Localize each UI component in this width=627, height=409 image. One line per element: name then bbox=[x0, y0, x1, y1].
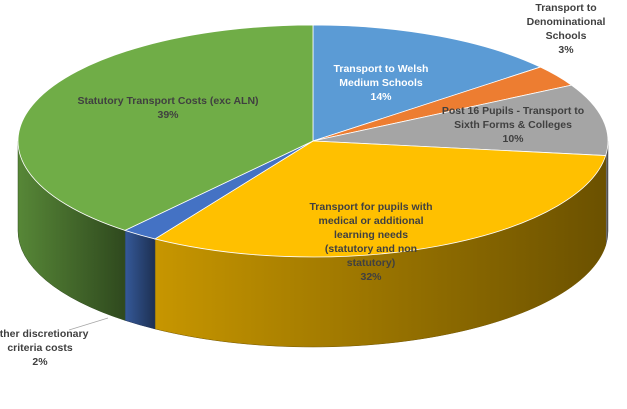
slice-label-1: Transport to Denominational Schools 3% bbox=[527, 2, 606, 56]
leader-line bbox=[68, 317, 109, 331]
slice-label-line: learning needs bbox=[334, 229, 408, 241]
pie-slice-5 bbox=[17, 24, 314, 231]
pie-slice-2 bbox=[312, 84, 609, 156]
slice-label-line: 39% bbox=[157, 109, 179, 121]
slice-label-line: statutory) bbox=[347, 257, 395, 269]
pie-slice-0 bbox=[312, 24, 542, 142]
slice-label-line: medical or additional bbox=[318, 215, 423, 227]
slice-label-line: Transport to bbox=[535, 2, 596, 14]
slice-label-line: 10% bbox=[502, 133, 524, 145]
slice-label-line: Medium Schools bbox=[339, 77, 423, 89]
slice-label-5: Statutory Transport Costs (exc ALN) 39% bbox=[77, 95, 258, 121]
slice-labels: Transport to Welsh Medium Schools 14%Trans… bbox=[0, 2, 605, 368]
slice-label-line: 2% bbox=[32, 356, 48, 368]
pie-slice-3 bbox=[153, 140, 607, 258]
slice-label-line: Transport for pupils with bbox=[309, 201, 432, 213]
slice-label-line: Transport to Welsh bbox=[334, 63, 429, 75]
slice-label-line: 32% bbox=[360, 271, 382, 283]
slice-label-line: (statutory and non bbox=[325, 243, 417, 255]
pie-side-4 bbox=[124, 230, 156, 330]
slice-label-line: 3% bbox=[558, 44, 574, 56]
slice-label-line: Other discretionary bbox=[0, 328, 89, 340]
slice-label-0: Transport to Welsh Medium Schools 14% bbox=[334, 63, 429, 103]
slice-label-line: Sixth Forms & Colleges bbox=[454, 119, 572, 131]
slice-label-2: Post 16 Pupils - Transport to Sixth Forms… bbox=[442, 105, 584, 145]
pie-side-2 bbox=[605, 140, 609, 246]
slice-label-line: Schools bbox=[546, 30, 587, 42]
slice-label-line: criteria costs bbox=[7, 342, 73, 354]
slice-label-4: Other discretionary criteria costs 2% bbox=[0, 328, 89, 368]
pie-tops bbox=[17, 24, 609, 258]
pie-sides bbox=[17, 140, 609, 348]
slice-label-line: Denominational bbox=[527, 16, 606, 28]
slice-label-line: Post 16 Pupils - Transport to bbox=[442, 105, 584, 117]
slice-label-3: Transport for pupils with medical or addi… bbox=[309, 201, 432, 283]
slice-label-line: Statutory Transport Costs (exc ALN) bbox=[77, 95, 258, 107]
slice-label-line: 14% bbox=[370, 91, 392, 103]
